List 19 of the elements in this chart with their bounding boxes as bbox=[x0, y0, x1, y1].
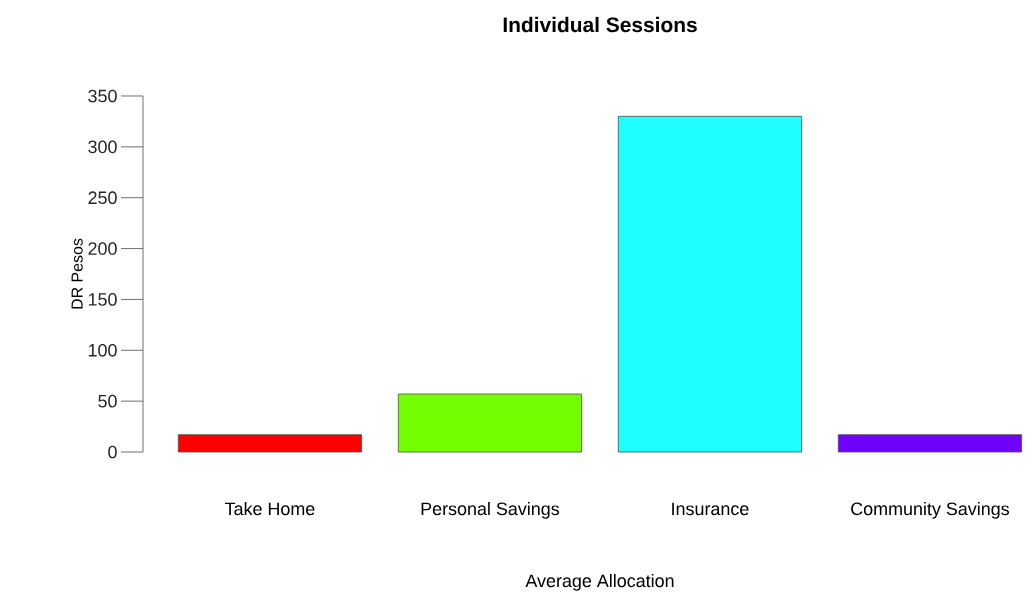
y-tick-label: 150 bbox=[88, 293, 117, 306]
x-axis-title: Average Allocation bbox=[525, 574, 674, 591]
chart-title: Individual Sessions bbox=[503, 16, 697, 33]
y-tick-label: 200 bbox=[88, 242, 117, 255]
bar bbox=[397, 393, 582, 453]
y-axis-title: DR Pesos bbox=[71, 238, 83, 309]
x-tick-label: Personal Savings bbox=[421, 502, 560, 519]
bar bbox=[837, 434, 1022, 453]
y-tick-label: 100 bbox=[88, 343, 117, 357]
y-tick-label: 300 bbox=[88, 140, 117, 154]
bar bbox=[177, 434, 362, 453]
y-tick-label: 350 bbox=[88, 89, 117, 103]
x-tick-label: Take Home bbox=[225, 502, 315, 516]
bar bbox=[617, 115, 802, 453]
y-tick-label: 0 bbox=[108, 445, 117, 459]
x-tick-label: Community Savings bbox=[851, 502, 1010, 519]
x-tick-label: Insurance bbox=[672, 502, 749, 516]
y-tick-label: 50 bbox=[98, 394, 117, 408]
y-tick-label: 250 bbox=[88, 191, 117, 205]
